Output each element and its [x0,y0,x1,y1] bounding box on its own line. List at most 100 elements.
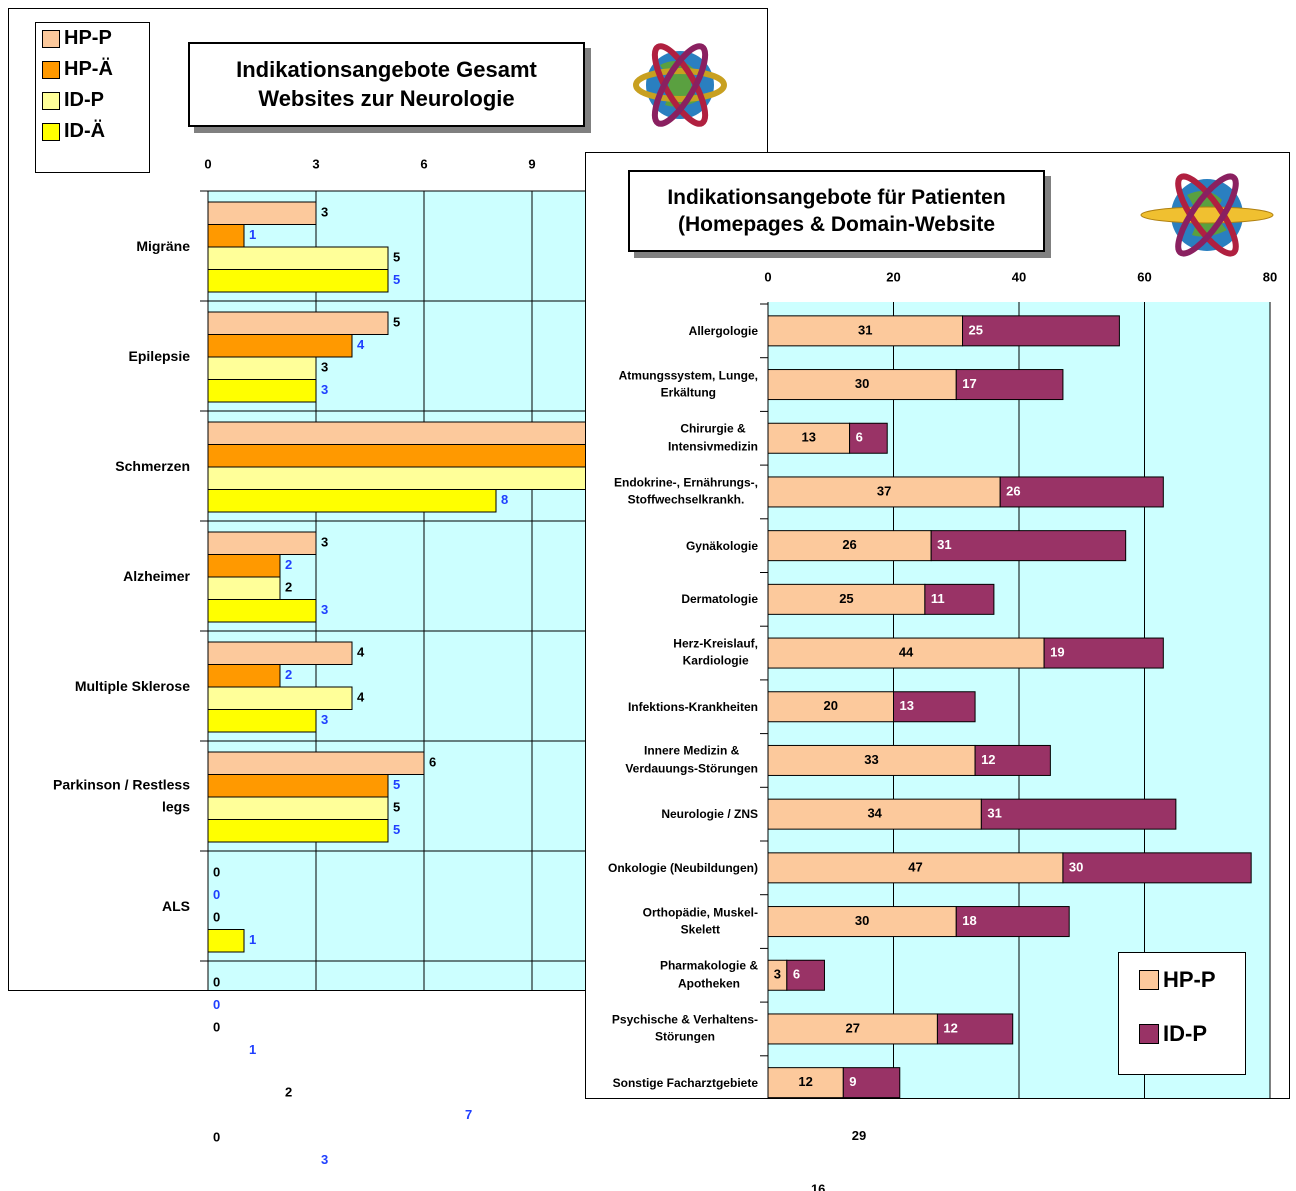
y-tick-label: Psychische & Verhaltens- Störungen [611,1012,758,1044]
bar [207,664,281,688]
bar-segment [767,315,964,347]
value-label: 26 [1006,483,1020,498]
bar [207,334,353,358]
x-tick-label: 20 [886,269,900,284]
value-label: 0 [213,887,220,902]
value-label: 29 [852,1128,866,1143]
bar [207,819,389,843]
legend-label: HP-Ä [64,58,113,80]
bar [207,246,389,270]
value-label: 0 [213,1020,220,1035]
logo [1140,173,1274,257]
y-tick-label: ALS [162,897,190,914]
value-label: 1 [249,1042,256,1057]
y-tick-label: Onkologie (Neubildungen) [608,860,758,875]
legend-label: ID-P [64,89,104,111]
legend: HP-P ID-P [1118,952,1246,1075]
value-label: 30 [855,913,869,928]
legend-entry: ID-P [42,89,149,112]
x-tick-label: 6 [420,156,427,171]
x-tick-label: 0 [204,156,211,171]
value-label: 8 [501,492,508,507]
bar [208,1082,280,1105]
value-label: 0 [213,975,220,990]
y-tick-label-box: Orthopädie, Muskel- Skelett [643,904,758,939]
bar-segment [767,476,1001,508]
value-label: 44 [899,644,914,659]
value-label: 34 [867,806,882,821]
plot-1 [200,190,641,1105]
y-tick-label: Schmerzen [115,457,190,474]
value-label: 27 [845,1020,859,1035]
y-tick-label-box: Atmungssystem, Lunge, Erkältung [619,367,758,402]
legend-entry: HP-Ä [42,58,149,81]
value-label: 4 [357,337,365,352]
bar [207,489,497,513]
value-label: 3 [774,967,781,982]
y-tick-label-box: Innere Medizin & Verdauungs-Störungen [625,743,758,778]
y-tick-label: Pharmakologie & Apotheken [659,958,758,991]
y-tick-label-box: Onkologie (Neubildungen) [608,859,758,877]
value-label: 2 [285,1085,292,1100]
bar [207,201,317,225]
y-tick-label-box: Allergologie [689,322,758,340]
bar-segment [980,798,1177,830]
value-label: 12 [943,1020,957,1035]
y-tick-label: Herz-Kreislauf, Kardiologie [673,636,758,669]
y-tick-label: Atmungssystem, Lunge, Erkältung [618,368,758,400]
value-label: 4 [357,645,365,660]
y-tick-label-box: Pharmakologie & Apotheken [660,958,758,993]
value-label: 19 [1050,644,1064,659]
bar-segment [955,906,1070,938]
value-label: 0 [213,997,220,1012]
y-tick-label-box: Chirurgie & Intensivmedizin [668,421,758,456]
bar [207,554,281,578]
x-tick-label: 0 [764,269,771,284]
y-tick-label: Chirurgie & Intensivmedizin [667,421,758,454]
bar-segment [849,422,888,454]
y-tick-label: Dermatologie [681,592,758,607]
y-tick-label: Orthopädie, Muskel- Skelett [642,905,758,937]
bar [207,751,425,775]
legend-entry: HP-P [1139,967,1245,993]
y-tick-label: Endokrine-, Ernährungs-, Stoffwechselkra… [613,475,758,507]
bar [207,929,245,953]
y-tick-label-box: Psychische & Verhaltens- Störungen [612,1012,758,1047]
value-label: 3 [321,382,328,397]
bar-segment [955,369,1064,401]
legend-swatch [42,29,60,48]
value-label: 13 [802,430,816,445]
value-label: 30 [1069,859,1083,874]
value-label: 11 [931,591,945,606]
x-tick-label: 60 [1137,269,1151,284]
bar [207,466,605,490]
value-label: 31 [987,806,1001,821]
y-tick-label: Migräne [136,237,190,254]
y-tick-label: Sonstige Facharztgebiete [612,1075,758,1090]
value-label: 3 [321,1152,328,1167]
bar-segment [1043,637,1164,669]
bar [207,421,605,445]
value-label: 2 [285,580,292,595]
y-tick-label: Multiple Sklerose [74,677,190,694]
legend-label: ID-Ä [64,120,106,142]
y-tick-label-box: Dermatologie [681,590,758,608]
y-tick-label: Epilepsie [128,347,190,364]
value-label: 30 [855,376,869,391]
value-label: 26 [842,537,856,552]
value-label: 7 [465,1107,472,1122]
legend-entry: ID-P [1139,1021,1245,1047]
bar-segment [786,959,825,991]
value-label: 5 [393,250,400,265]
x-tick-label: 3 [312,156,319,171]
x-tick-label: 80 [1263,269,1277,284]
value-label: 31 [937,537,951,552]
bar [207,444,605,468]
value-label: 12 [981,752,995,767]
bar-segment [999,476,1164,508]
value-label: 5 [393,777,400,792]
value-label: 17 [962,376,976,391]
bar-segment [1062,852,1252,884]
value-label: 4 [357,690,365,705]
